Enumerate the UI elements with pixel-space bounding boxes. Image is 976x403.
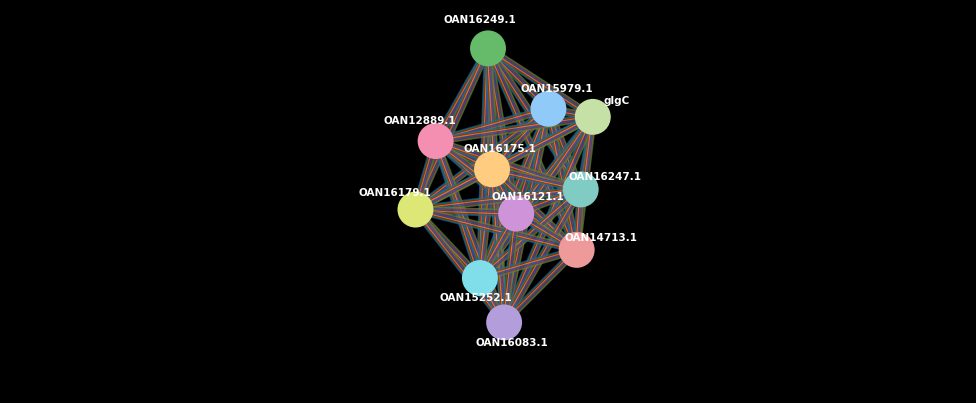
Text: glgC: glgC [604, 96, 630, 106]
Circle shape [471, 31, 505, 65]
Circle shape [576, 100, 610, 134]
Circle shape [463, 261, 497, 295]
Text: OAN16249.1: OAN16249.1 [443, 15, 516, 25]
Circle shape [487, 305, 521, 339]
Circle shape [475, 152, 508, 186]
Text: OAN12889.1: OAN12889.1 [384, 116, 456, 126]
Text: OAN16179.1: OAN16179.1 [359, 189, 431, 198]
Circle shape [532, 92, 565, 126]
Text: OAN15979.1: OAN15979.1 [520, 84, 592, 93]
Text: OAN16121.1: OAN16121.1 [492, 193, 565, 202]
Text: OAN16083.1: OAN16083.1 [476, 338, 549, 347]
Circle shape [398, 193, 432, 226]
Circle shape [500, 197, 533, 231]
Text: OAN16175.1: OAN16175.1 [464, 144, 537, 154]
Text: OAN16247.1: OAN16247.1 [568, 172, 641, 182]
Text: OAN14713.1: OAN14713.1 [564, 233, 637, 243]
Circle shape [564, 172, 597, 206]
Circle shape [419, 124, 453, 158]
Text: OAN15252.1: OAN15252.1 [439, 293, 512, 303]
Circle shape [559, 233, 593, 267]
